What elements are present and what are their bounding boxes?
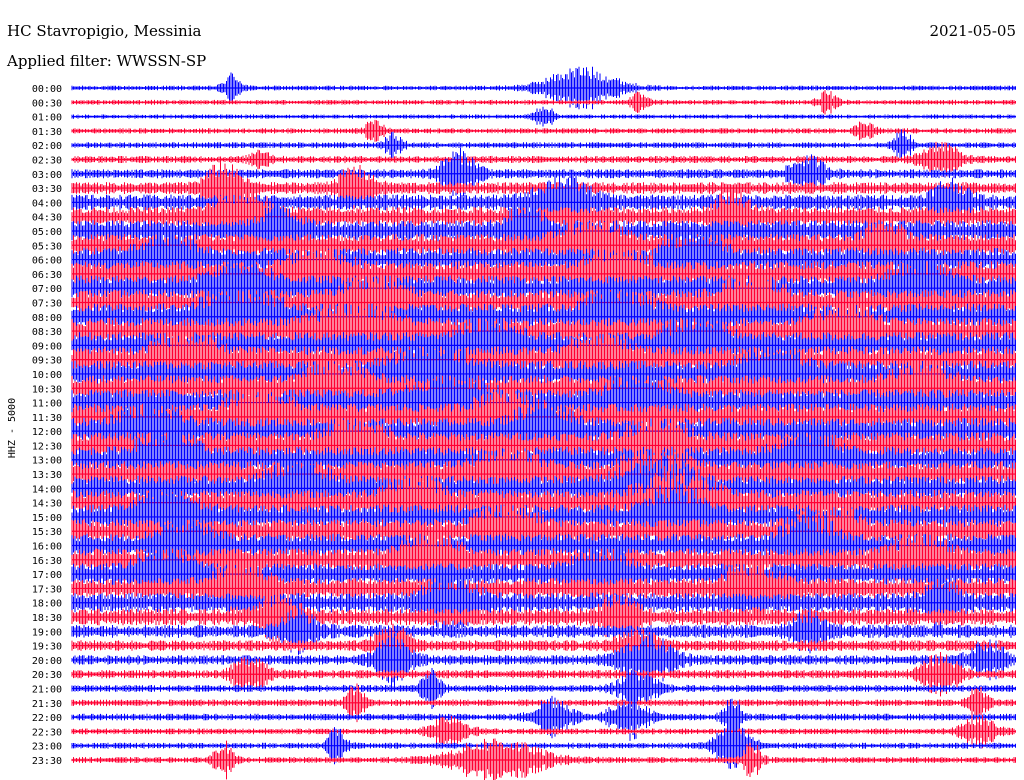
time-label: 07:00	[32, 284, 62, 295]
time-label: 11:30	[32, 413, 62, 424]
time-label: 14:30	[32, 499, 62, 510]
time-label: 03:30	[32, 184, 62, 195]
station-title: HC Stavropigio, Messinia	[7, 22, 202, 40]
time-label: 15:30	[32, 527, 62, 538]
time-label: 02:00	[32, 141, 62, 152]
time-label: 03:00	[32, 170, 62, 181]
time-label-group: 00:00 00:30 01:00 01:30 02:00 02:30 03:00 03:30…	[32, 84, 62, 767]
time-label: 13:30	[32, 470, 62, 481]
time-label: 02:30	[32, 156, 62, 167]
time-label: 20:30	[32, 670, 62, 681]
time-label: 09:30	[32, 356, 62, 367]
channel-label: HHZ - 5000	[7, 398, 18, 458]
time-label: 18:00	[32, 599, 62, 610]
time-label: 06:00	[32, 256, 62, 267]
time-label: 22:30	[32, 727, 62, 738]
time-label: 15:00	[32, 513, 62, 524]
time-label: 04:00	[32, 198, 62, 209]
time-label: 22:00	[32, 713, 62, 724]
time-label: 05:00	[32, 227, 62, 238]
time-label: 05:30	[32, 241, 62, 252]
time-label: 14:00	[32, 484, 62, 495]
time-label: 00:00	[32, 84, 62, 95]
time-label: 00:30	[32, 98, 62, 109]
time-label: 09:00	[32, 341, 62, 352]
time-label: 11:00	[32, 399, 62, 410]
time-label: 01:00	[32, 113, 62, 124]
time-label: 17:30	[32, 584, 62, 595]
time-label: 18:30	[32, 613, 62, 624]
time-label: 21:30	[32, 699, 62, 710]
time-label: 10:00	[32, 370, 62, 381]
time-label: 06:30	[32, 270, 62, 281]
time-label: 20:00	[32, 656, 62, 667]
time-label: 16:30	[32, 556, 62, 567]
filter-label: Applied filter: WWSSN-SP	[6, 52, 206, 70]
time-label: 12:00	[32, 427, 62, 438]
time-label: 07:30	[32, 299, 62, 310]
time-label: 01:30	[32, 127, 62, 138]
time-label: 17:00	[32, 570, 62, 581]
time-label: 21:00	[32, 685, 62, 696]
trace-group	[71, 66, 1016, 780]
date-label: 2021-05-05	[930, 22, 1016, 40]
time-label: 13:00	[32, 456, 62, 467]
time-label: 23:30	[32, 756, 62, 767]
time-label: 19:30	[32, 642, 62, 653]
time-label: 23:00	[32, 742, 62, 753]
time-label: 08:00	[32, 313, 62, 324]
time-label: 10:30	[32, 384, 62, 395]
time-label: 04:30	[32, 213, 62, 224]
time-label: 19:00	[32, 627, 62, 638]
time-label: 16:00	[32, 542, 62, 553]
time-label: 08:30	[32, 327, 62, 338]
time-label: 12:30	[32, 441, 62, 452]
